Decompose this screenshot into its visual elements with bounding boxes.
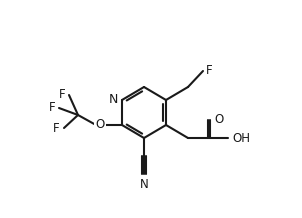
Text: O: O [214,114,223,126]
Text: F: F [53,121,60,135]
Text: F: F [58,89,65,102]
Text: O: O [95,119,104,131]
Text: OH: OH [232,131,250,145]
Text: F: F [48,102,55,114]
Text: F: F [206,65,213,78]
Text: N: N [109,94,118,107]
Text: N: N [140,178,148,191]
